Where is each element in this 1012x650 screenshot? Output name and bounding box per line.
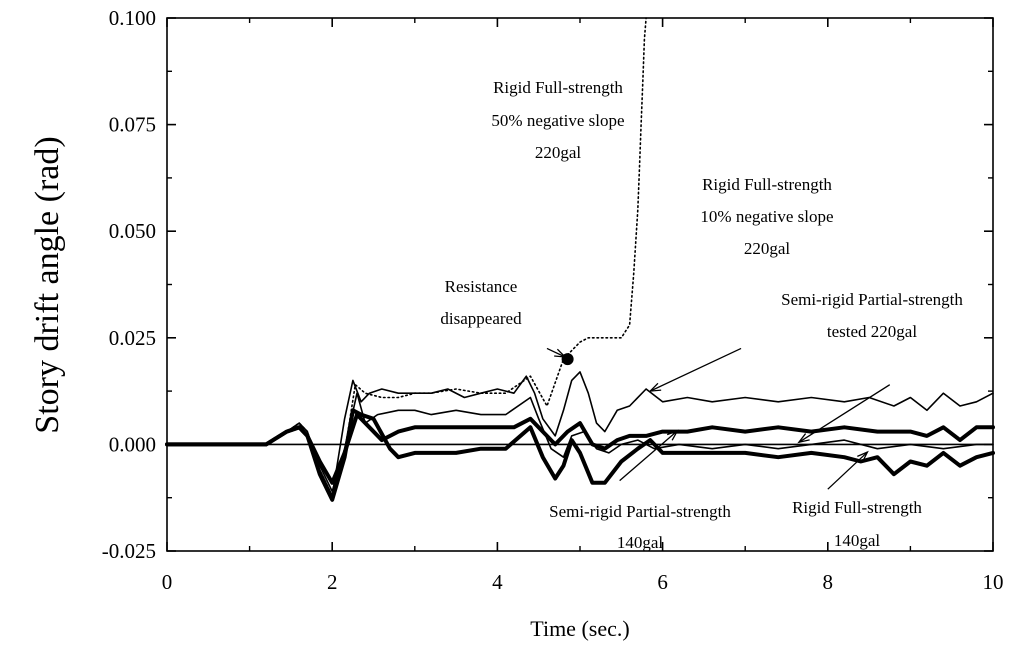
y-tick-label: 0.100	[109, 6, 156, 30]
series-line-rfs10	[166, 371, 994, 497]
annotation-srps140-line1: Semi-rigid Partial-strength	[549, 502, 731, 521]
annotation-resistance-line2: disappeared	[440, 309, 522, 328]
arrow-rfs10	[649, 347, 742, 392]
x-axis-title: Time (sec.)	[530, 616, 629, 641]
arrow-rfs140-head	[857, 450, 869, 463]
annotation-rfs10-line3: 220gal	[744, 239, 791, 258]
annotation-srps140-line2: 140gal	[617, 533, 664, 552]
x-tick-label: 6	[657, 570, 668, 594]
annotation-rfs50-line2: 50% negative slope	[491, 111, 624, 130]
y-tick-label: 0.075	[109, 113, 156, 137]
annotation-rfs50: Rigid Full-strength 50% negative slope 2…	[491, 78, 624, 162]
annotation-srps220: Semi-rigid Partial-strength tested 220ga…	[781, 290, 963, 341]
arrow-srps220-head	[797, 433, 810, 444]
arrow-resistance-head	[554, 348, 567, 358]
plot-frame	[166, 17, 994, 552]
x-tick-label: 10	[983, 570, 1004, 594]
annotation-rfs50-line3: 220gal	[535, 143, 582, 162]
arrow-rfs140	[827, 451, 868, 490]
x-tick-label: 4	[492, 570, 503, 594]
arrow-srps140	[619, 430, 678, 482]
annotation-arrows	[546, 347, 891, 490]
annotation-resistance-line1: Resistance	[445, 277, 518, 296]
annotation-rfs10-line2: 10% negative slope	[700, 207, 833, 226]
y-tick-label: 0.025	[109, 326, 156, 350]
x-tick-label: 8	[823, 570, 834, 594]
annotation-rfs50-line1: Rigid Full-strength	[493, 78, 623, 97]
annotation-srps220-line2: tested 220gal	[827, 322, 917, 341]
series-line-srps140	[165, 412, 995, 485]
arrow-resistance	[546, 347, 566, 358]
y-tick-label: -0.025	[102, 539, 156, 563]
annotation-rfs140: Rigid Full-strength 140gal	[792, 498, 922, 550]
y-tick-label: 0.000	[109, 432, 156, 456]
annotation-resistance: Resistance disappeared	[440, 277, 522, 328]
annotation-rfs10: Rigid Full-strength 10% negative slope 2…	[700, 175, 833, 258]
arrow-srps220	[798, 384, 891, 443]
annotation-rfs140-line2: 140gal	[834, 531, 881, 550]
series-line-srps220	[166, 392, 994, 493]
y-tick-label: 0.050	[109, 219, 156, 243]
annotation-srps220-line1: Semi-rigid Partial-strength	[781, 290, 963, 309]
series-line-rfs140	[165, 408, 995, 502]
x-tick-label: 2	[327, 570, 338, 594]
arrow-srps140-head	[666, 429, 679, 441]
annotation-rfs10-line1: Rigid Full-strength	[702, 175, 832, 194]
annotation-srps140: Semi-rigid Partial-strength 140gal	[549, 502, 731, 552]
arrow-rfs10-head	[648, 382, 662, 392]
x-tick-label: 0	[162, 570, 173, 594]
y-axis-title: Story drift angle (rad)	[29, 136, 66, 433]
axis-ticks: 0 2 4 6 8 10 -0.025 0.000 0.025 0.050 0.075 0.100	[102, 6, 1004, 594]
annotation-rfs140-line1: Rigid Full-strength	[792, 498, 922, 517]
